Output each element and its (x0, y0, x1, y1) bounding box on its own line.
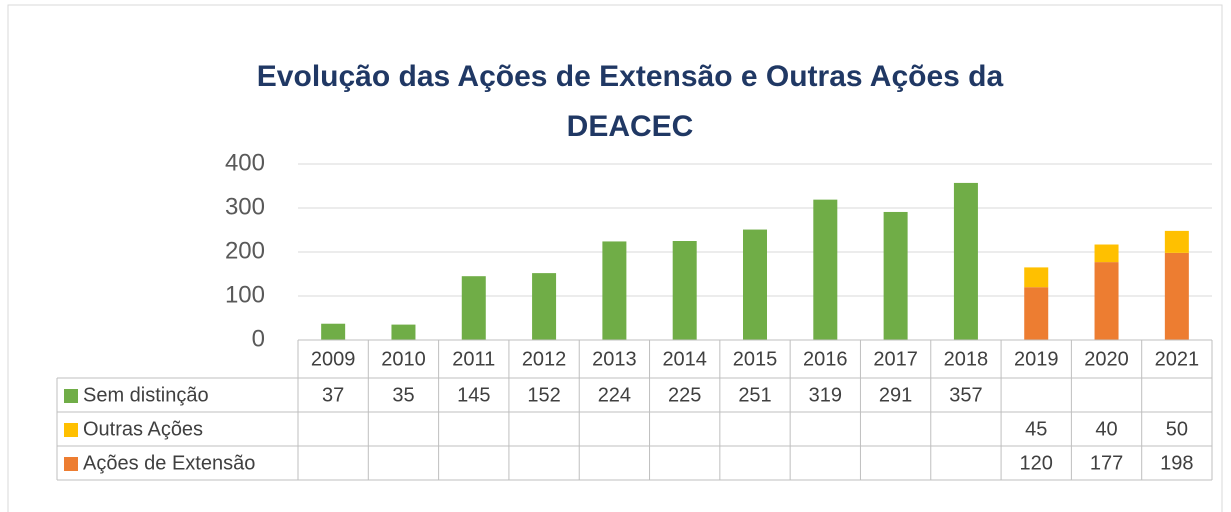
y-tick-label: 0 (252, 325, 265, 352)
bar (813, 199, 838, 340)
bar (672, 241, 697, 340)
bar (743, 229, 767, 340)
x-tick-label: 2017 (873, 348, 918, 370)
legend-label: Ações de Extensão (83, 452, 255, 474)
bar (1024, 267, 1049, 288)
legend-label: Outras Ações (83, 418, 203, 440)
y-tick-label: 100 (225, 281, 265, 308)
x-tick-label: 2021 (1155, 348, 1200, 370)
legend-label: Sem distinção (83, 384, 209, 406)
data-label: 152 (527, 384, 560, 406)
x-tick-label: 2018 (944, 348, 989, 370)
bar (461, 276, 486, 340)
bar (321, 323, 346, 340)
data-label: 319 (809, 384, 842, 406)
legend-swatch (64, 457, 78, 471)
data-label: 37 (322, 384, 344, 406)
bar (1094, 244, 1119, 263)
chart-frame (7, 4, 1223, 512)
bar (532, 273, 557, 340)
bar (1094, 262, 1119, 340)
y-tick-label: 300 (225, 193, 265, 220)
bar (953, 182, 978, 340)
data-label: 120 (1020, 452, 1053, 474)
data-label: 145 (457, 384, 490, 406)
legend-swatch (64, 423, 78, 437)
data-label: 177 (1090, 452, 1123, 474)
data-label: 291 (879, 384, 912, 406)
x-tick-label: 2010 (381, 348, 426, 370)
chart-title: Evolução das Ações de Extensão e Outras … (256, 60, 1004, 143)
data-label: 198 (1160, 452, 1193, 474)
x-tick-label: 2012 (522, 348, 567, 370)
x-tick-label: 2009 (311, 348, 356, 370)
bar (883, 211, 908, 340)
x-tick-label: 2020 (1084, 348, 1129, 370)
legend-swatch (64, 389, 78, 403)
data-label: 357 (949, 384, 982, 406)
data-label: 40 (1095, 418, 1117, 440)
data-label: 225 (668, 384, 701, 406)
data-label: 251 (738, 384, 771, 406)
data-label: 35 (392, 384, 414, 406)
x-tick-label: 2014 (662, 348, 707, 370)
bar (602, 241, 627, 340)
bar (391, 324, 416, 340)
y-tick-label: 400 (225, 149, 265, 176)
data-label: 45 (1025, 418, 1047, 440)
x-tick-label: 2016 (803, 348, 848, 370)
bar (1164, 230, 1189, 253)
x-tick-label: 2013 (592, 348, 637, 370)
x-tick-label: 2011 (452, 348, 495, 370)
x-tick-label: 2015 (733, 348, 778, 370)
data-label: 50 (1166, 418, 1188, 440)
bar (1164, 252, 1189, 340)
data-label: 224 (598, 384, 631, 406)
bar (1024, 287, 1049, 340)
x-tick-label: 2019 (1014, 348, 1059, 370)
y-tick-label: 200 (225, 237, 265, 264)
